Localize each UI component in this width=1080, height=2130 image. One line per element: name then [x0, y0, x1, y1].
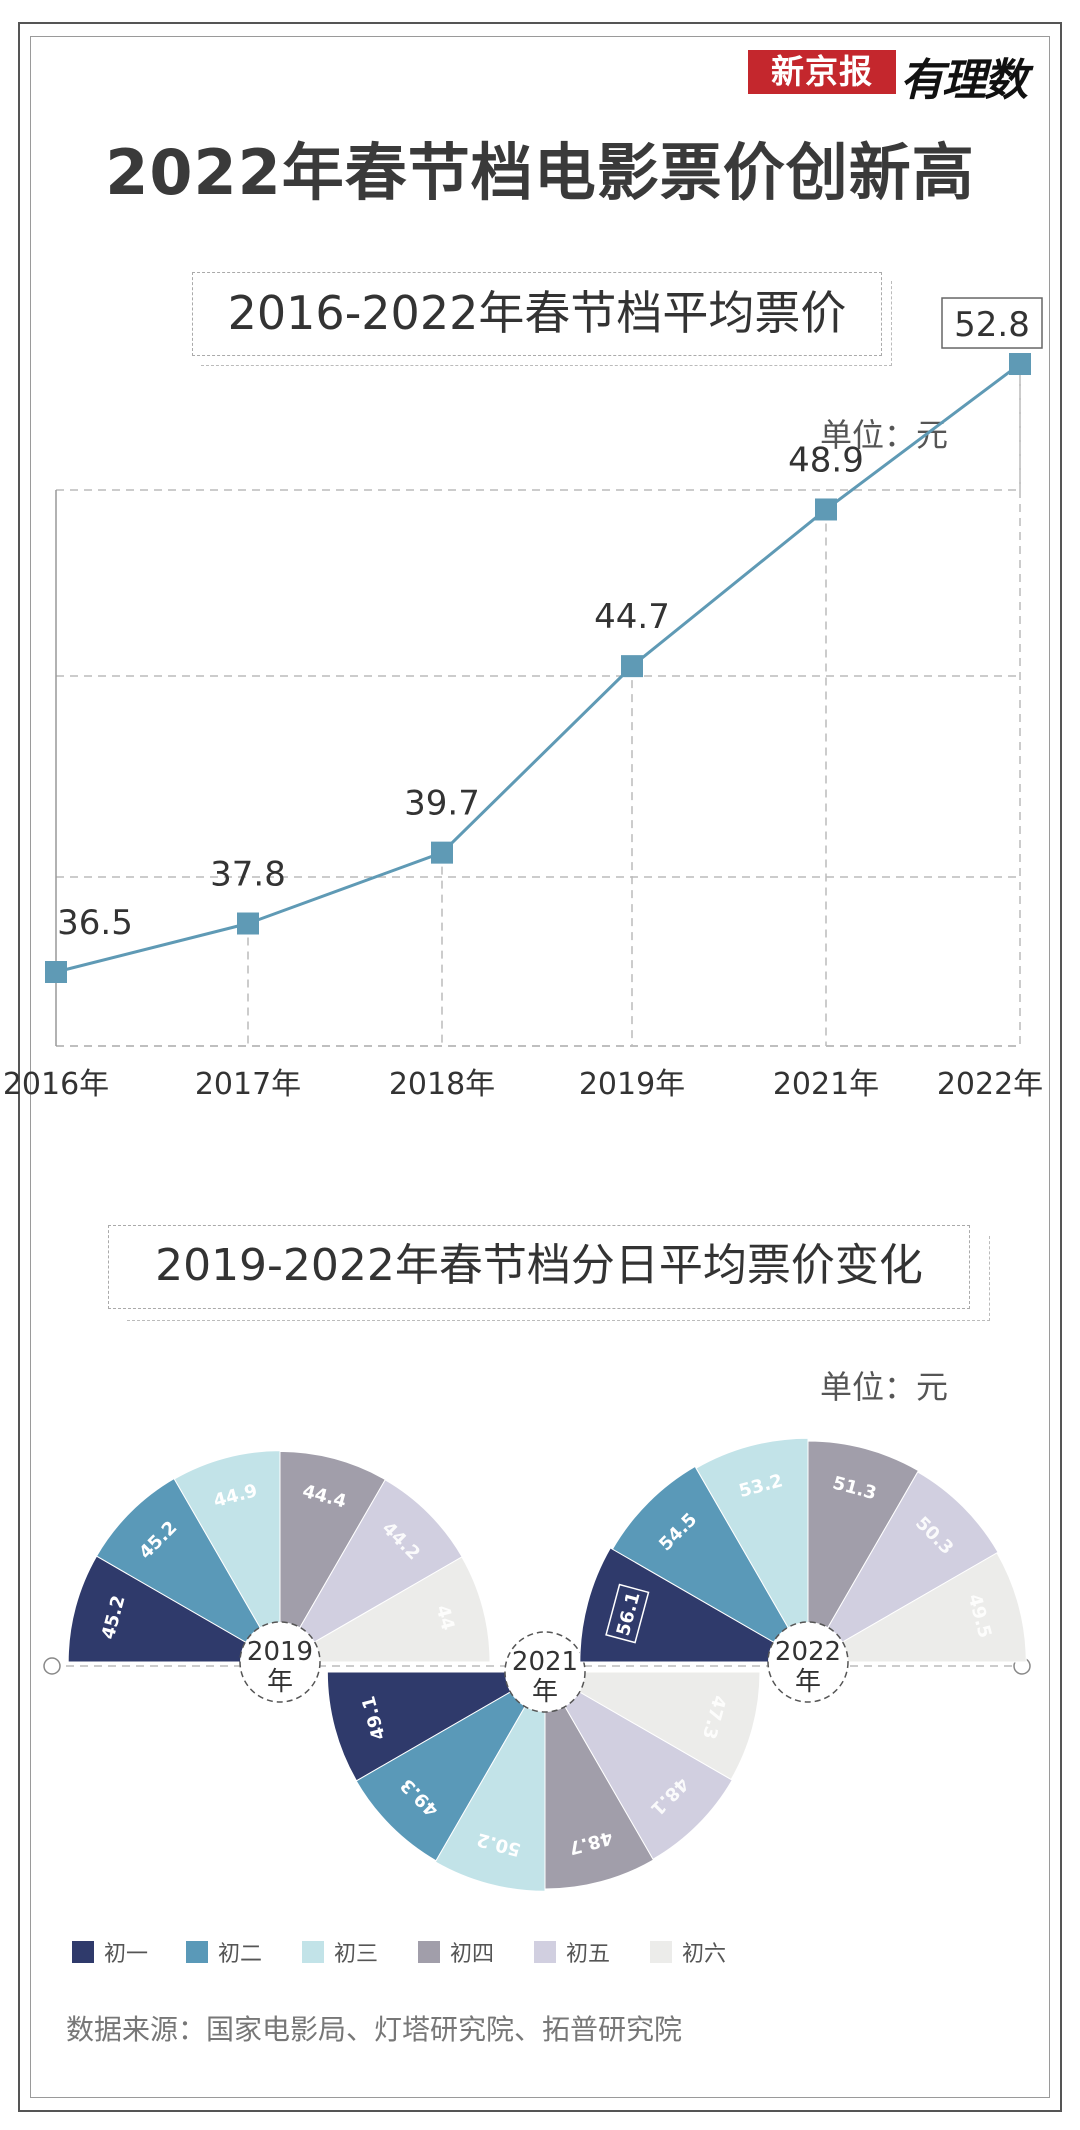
year-suffix: 年 [795, 1667, 821, 1697]
data-label: 39.7 [404, 784, 480, 824]
pie-slice [543, 1671, 761, 1781]
pie-slice [434, 1670, 546, 1892]
legend-item: 初五 [534, 1936, 610, 1968]
pie-slice [95, 1477, 282, 1664]
data-label: 48.9 [788, 440, 864, 480]
legend-label: 初二 [218, 1942, 263, 1967]
pie-slice [278, 1556, 491, 1663]
series-line [55, 362, 1021, 974]
line-chart-subtitle: 2016-2022年春节档平均票价 [227, 286, 847, 340]
data-label-box [941, 297, 1043, 349]
x-tick-label: 2016年 [3, 1067, 109, 1102]
x-tick-label: 2022年 [937, 1067, 1043, 1102]
x-tick-label: 2021年 [773, 1067, 879, 1102]
pie-slice [806, 1552, 1027, 1663]
pie-slice [807, 1440, 920, 1664]
legend-swatch [302, 1941, 324, 1963]
year-label: 2019 [247, 1637, 313, 1667]
data-label: 44.7 [594, 597, 670, 637]
pie-slice [355, 1670, 547, 1862]
x-tick-label: 2017年 [195, 1067, 301, 1102]
pie-slice [544, 1670, 655, 1890]
slice-label-box [605, 1583, 650, 1644]
pie-slice [695, 1437, 809, 1664]
page-title: 2022年春节档电影票价创新高 [105, 136, 975, 209]
pie-chart-subtitle: 2019-2022年春节档分日平均票价变化 [155, 1240, 923, 1291]
year-badge [767, 1621, 849, 1703]
line-chart-subtitle-box: 2016-2022年春节档平均票价 [192, 272, 892, 366]
pie-chart-unit: 单位：元 [820, 1368, 949, 1406]
pie-slice [67, 1555, 282, 1663]
legend-swatch [186, 1941, 208, 1963]
data-source: 数据来源：国家电影局、灯塔研究院、拓普研究院 [66, 2013, 683, 2046]
legend-swatch [650, 1941, 672, 1963]
data-label: 37.8 [210, 855, 286, 895]
brand-logo: 新京报 [748, 50, 896, 94]
pie-slice [806, 1471, 999, 1664]
data-point [45, 961, 67, 983]
legend-item: 初二 [186, 1936, 262, 1968]
year-suffix: 年 [267, 1667, 293, 1697]
data-point [431, 841, 453, 864]
pie-slice [543, 1670, 733, 1860]
legend-item: 初三 [302, 1936, 378, 1968]
legend-swatch [418, 1941, 440, 1963]
column-logo: 有理数 [900, 55, 1028, 106]
pie-slice [279, 1450, 386, 1664]
pie-slice [173, 1450, 281, 1664]
outer-frame [18, 22, 1062, 2112]
legend-item: 初一 [72, 1936, 148, 1968]
year-label: 2021 [512, 1647, 578, 1677]
legend-item: 初四 [418, 1936, 494, 1968]
data-label: 36.5 [57, 903, 133, 943]
year-badge [239, 1621, 321, 1703]
data-point [1009, 353, 1031, 376]
year-suffix: 年 [532, 1677, 558, 1707]
data-point [621, 655, 643, 678]
x-tick-label: 2018年 [389, 1067, 495, 1102]
legend-item: 初六 [650, 1936, 726, 1968]
baseline-end [43, 1657, 61, 1675]
data-label: 52.8 [954, 305, 1030, 345]
x-tick-label: 2019年 [579, 1067, 685, 1102]
pie-chart-subtitle-box: 2019-2022年春节档分日平均票价变化 [108, 1225, 990, 1321]
pie-slice [326, 1671, 547, 1782]
legend-label: 初三 [334, 1942, 379, 1967]
year-badge [504, 1631, 586, 1713]
legend-swatch [534, 1941, 556, 1963]
pie-slice [278, 1479, 463, 1664]
legend-label: 初五 [566, 1942, 611, 1967]
legend-label: 初四 [450, 1942, 495, 1967]
legend-label: 初六 [682, 1942, 727, 1967]
inner-frame [30, 36, 1050, 2098]
data-point [237, 912, 259, 935]
pie-slice [611, 1465, 810, 1664]
data-point [815, 498, 837, 521]
legend-swatch [72, 1941, 94, 1963]
year-label: 2022 [775, 1637, 841, 1667]
legend-label: 初一 [104, 1942, 149, 1967]
line-chart: 36.5 37.8 39.7 44.7 48.9 52.8 2016年 2017年 2018年 2… [3, 297, 1043, 1102]
